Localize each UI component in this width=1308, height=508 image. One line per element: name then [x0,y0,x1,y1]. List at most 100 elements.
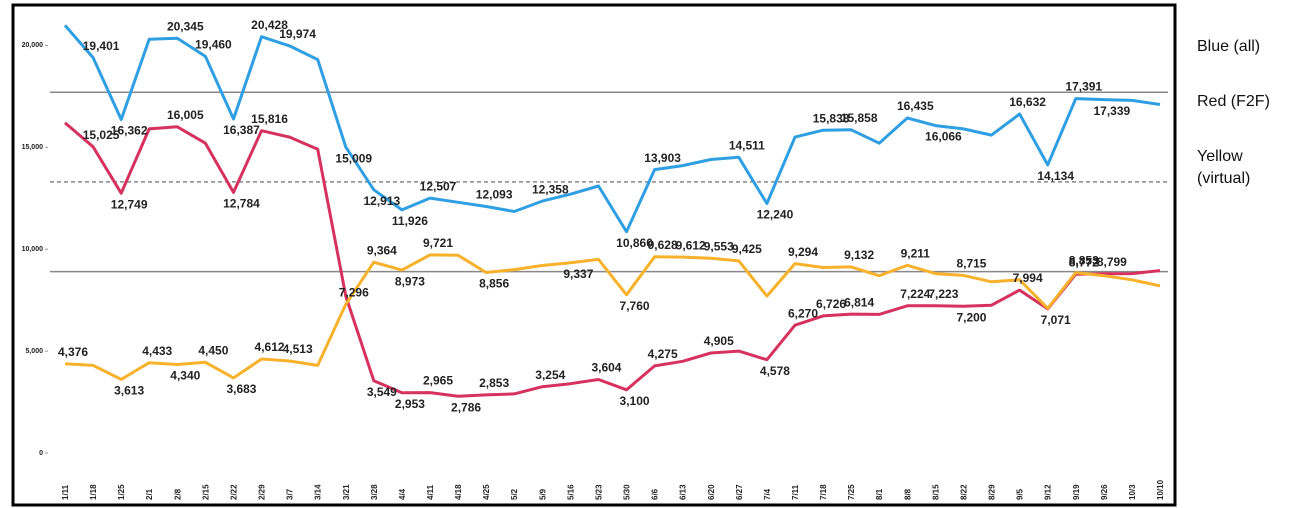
x-tick-label: 4/4 [398,488,407,500]
y-tick-label: 10,000 [22,246,44,253]
x-tick-label: 9/19 [1072,484,1081,500]
data-label: 4,905 [704,334,734,348]
data-label: 4,513 [283,342,313,356]
x-tick-label: 4/25 [482,484,491,500]
data-label: 9,211 [901,246,931,260]
x-tick-label: 6/27 [735,484,744,500]
x-tick-label: 4/18 [454,484,463,500]
x-tick-label: 1/11 [61,484,70,500]
data-label: 4,275 [648,347,678,361]
data-label: 7,296 [339,285,369,299]
data-label: 20,345 [167,20,204,34]
data-label: 7,071 [1041,313,1071,327]
data-label: 15,816 [251,112,288,126]
data-label: 9,294 [788,245,818,259]
x-tick-label: 7/11 [791,484,800,500]
data-label: 8,973 [395,274,425,288]
data-label: 16,632 [1009,95,1046,109]
data-label: 4,612 [255,340,285,354]
x-tick-label: 10/10 [1156,479,1165,500]
x-tick-label: 9/12 [1044,484,1053,500]
data-label: 2,965 [423,374,453,388]
data-label: 4,433 [142,344,172,358]
data-label: 17,391 [1065,80,1102,94]
x-tick-label: 5/30 [623,484,632,500]
data-label: 9,132 [844,248,874,262]
data-label: 9,425 [732,242,762,256]
data-label: 7,200 [956,310,986,324]
x-tick-label: 1/18 [89,484,98,500]
data-label: 4,376 [58,345,88,359]
x-tick-label: 5/23 [594,484,603,500]
data-label: 7,223 [928,287,958,301]
data-label: 6,270 [788,306,818,320]
series-line [63,24,1161,234]
x-tick-label: 3/21 [342,484,351,500]
data-label: 3,254 [535,368,565,382]
legend-label: Red (F2F) [1197,93,1270,110]
data-label: 16,362 [111,124,148,138]
x-tick-label: 6/13 [679,484,688,500]
data-label: 12,913 [363,194,400,208]
data-label: 17,339 [1093,104,1130,118]
x-tick-label: 1/25 [117,484,126,500]
data-label: 9,612 [676,238,706,252]
data-label: 9,553 [704,239,734,253]
data-label: 4,340 [170,369,200,383]
data-label: 16,066 [925,130,962,144]
x-tick-label: 2/8 [173,488,182,500]
data-label: 12,240 [757,208,794,222]
legend-label: Blue (all) [1197,38,1260,55]
data-label: 9,721 [423,236,453,250]
x-tick-label: 2/15 [201,484,210,500]
data-label: 9,364 [367,243,397,257]
data-label: 19,460 [195,38,232,52]
data-label: 12,784 [223,197,260,211]
x-tick-label: 9/26 [1100,484,1109,500]
x-tick-label: 2/1 [145,488,154,500]
data-label: 19,974 [279,27,316,41]
data-label: 9,337 [563,267,593,281]
data-label: 7,224 [900,287,930,301]
data-label: 15,025 [83,128,120,142]
data-label: 15,009 [335,151,372,165]
data-label: 8,856 [479,277,509,291]
x-tick-label: 9/5 [1016,488,1025,500]
data-label: 12,749 [111,197,148,211]
data-label: 16,387 [223,123,260,137]
data-label: 20,428 [251,18,288,32]
data-label: 2,953 [395,397,425,411]
data-label: 3,604 [591,361,621,375]
x-tick-label: 8/8 [903,488,912,500]
data-label: 3,613 [114,384,144,398]
x-tick-label: 8/1 [875,488,884,500]
data-label: 4,450 [198,343,228,357]
chart-frame [11,3,1177,507]
data-label: 8,799 [1097,255,1127,269]
legend-label: Yellow (virtual) [1197,148,1250,187]
x-tick-label: 5/2 [510,488,519,500]
x-tick-label: 3/7 [286,488,295,500]
data-label: 15,838 [813,111,850,125]
x-tick-label: 10/3 [1128,484,1137,500]
x-tick-label: 3/14 [314,484,323,500]
data-label: 3,549 [367,385,397,399]
data-label: 8,715 [956,257,986,271]
data-label: 7,760 [620,299,650,313]
data-label: 10,860 [616,236,653,250]
x-tick-label: 6/20 [707,484,716,500]
x-tick-label: 2/29 [258,484,267,500]
data-label: 9,628 [648,238,678,252]
series-line [64,253,1161,381]
x-tick-label: 5/9 [538,488,547,500]
data-label: 12,093 [476,188,513,202]
data-label: 8,772 [1069,255,1099,269]
x-tick-label: 8/29 [988,484,997,500]
data-label: 6,814 [844,295,874,309]
data-label: 16,435 [897,99,934,113]
data-label: 3,100 [620,394,650,408]
data-label: 6,726 [816,297,846,311]
data-label: 2,853 [479,376,509,390]
